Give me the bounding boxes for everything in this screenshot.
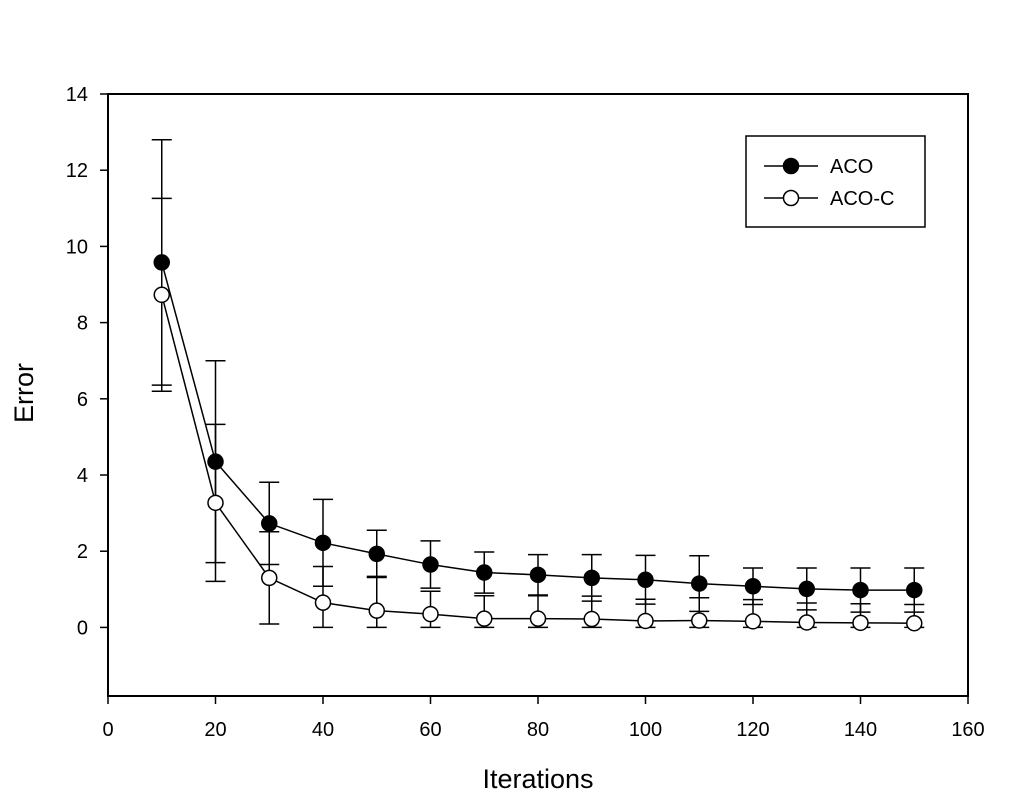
aco-point — [798, 580, 815, 598]
legend-box — [745, 135, 926, 228]
y-tick-label: 2 — [77, 541, 88, 563]
aco-point — [261, 515, 278, 532]
aco-c-point — [476, 610, 493, 627]
series-markers — [153, 254, 923, 632]
x-tick-label: 80 — [527, 719, 549, 741]
y-tick-label: 14 — [66, 84, 88, 106]
axes: 0 20 40 60 80 100 120 140 160 0 2 4 6 8 10 12 14 — [66, 84, 985, 741]
y-tick-label: 10 — [66, 236, 88, 258]
aco-c-point — [422, 605, 439, 623]
legend-label-aco-c: ACO-C — [830, 188, 894, 210]
legend: ACO ACO-C — [745, 135, 926, 228]
y-tick-label: 6 — [77, 389, 88, 411]
y-tick-label: 0 — [77, 617, 88, 639]
x-tick-label: 40 — [312, 719, 334, 741]
aco-c-point — [691, 612, 708, 629]
legend-label-aco: ACO — [830, 156, 873, 178]
aco-point — [583, 569, 600, 587]
x-tick-label: 120 — [736, 719, 769, 741]
x-tick-label: 100 — [629, 719, 662, 741]
legend-marker-aco — [782, 157, 800, 175]
x-tick-label: 0 — [102, 719, 113, 741]
aco-line — [161, 262, 915, 591]
aco-c-point — [906, 614, 923, 632]
x-tick-label: 20 — [204, 719, 226, 741]
aco-c-point — [798, 614, 815, 631]
x-tick-label: 60 — [419, 719, 441, 741]
y-tick-label: 8 — [77, 313, 88, 335]
aco-point — [476, 564, 493, 581]
aco-c-point — [207, 494, 224, 512]
aco-c-point — [583, 610, 600, 628]
aco-point — [744, 578, 762, 595]
aco-point — [906, 581, 923, 599]
aco-c-point — [637, 612, 654, 630]
x-tick-label: 140 — [844, 719, 877, 741]
x-axis-label: Iterations — [482, 764, 593, 794]
y-tick-label: 12 — [66, 160, 88, 182]
legend-marker-aco-c — [782, 189, 800, 207]
aco-point — [368, 545, 385, 563]
aco-point — [637, 571, 654, 589]
aco-c-point — [852, 614, 869, 632]
y-axis-label: Error — [9, 363, 39, 423]
aco-point — [529, 566, 547, 584]
aco-point — [153, 254, 170, 271]
x-tick-label: 160 — [951, 719, 984, 741]
aco-point — [207, 453, 224, 470]
aco-c-point — [368, 602, 385, 619]
aco-c-point — [261, 569, 278, 587]
aco-point — [691, 575, 708, 592]
aco-c-point — [153, 286, 170, 304]
aco-c-point — [744, 613, 762, 630]
aco-point — [314, 534, 332, 552]
aco-c-point — [529, 610, 547, 627]
aco-point — [852, 581, 869, 599]
aco-c-point — [314, 594, 332, 611]
aco-point — [422, 556, 439, 573]
y-tick-label: 4 — [77, 465, 88, 487]
